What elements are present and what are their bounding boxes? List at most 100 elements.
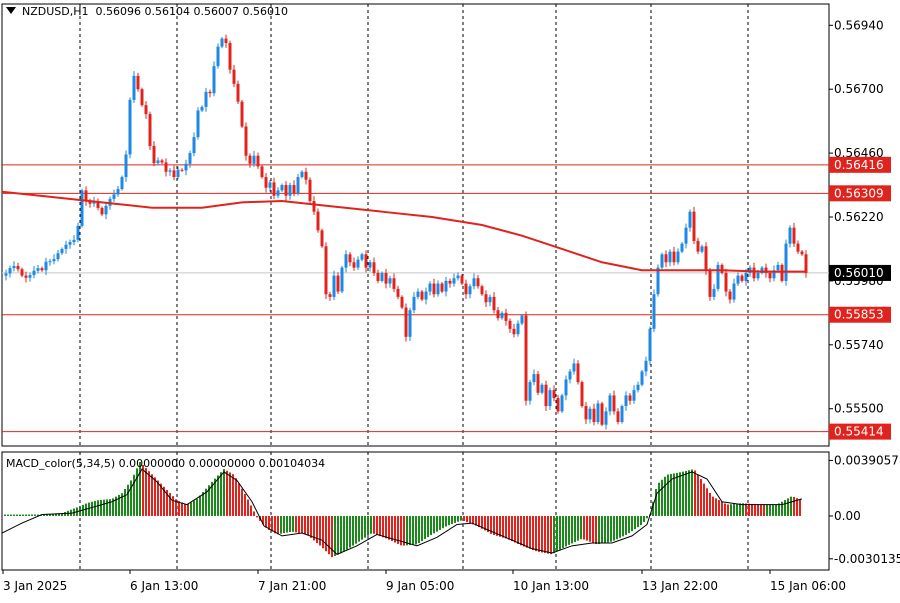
macd-bar [385, 515, 387, 539]
macd-bar [382, 515, 384, 538]
candle-body [508, 320, 512, 329]
macd-bar [280, 515, 282, 534]
macd-axis-label: 0.00 [834, 509, 861, 523]
candle-body [48, 261, 52, 263]
candle-body [480, 286, 484, 295]
candle-body [468, 286, 472, 295]
candle-body [588, 408, 592, 420]
candle-body [540, 384, 544, 393]
macd-bar [430, 515, 432, 536]
macd-bar [118, 494, 120, 516]
macd-bar [373, 515, 375, 534]
macd-bar [715, 498, 717, 516]
candle-body [632, 390, 636, 401]
macd-bar [604, 515, 606, 543]
macd-bar [607, 515, 609, 543]
candle-body [756, 272, 760, 279]
candle-body [568, 371, 572, 380]
time-axis-label: 7 Jan 21:00 [258, 579, 326, 593]
macd-bar [535, 515, 537, 552]
macd-bar [436, 515, 438, 532]
macd-bar [442, 515, 444, 529]
macd-bar [247, 499, 249, 516]
macd-bar [277, 515, 279, 535]
candle-body [144, 105, 148, 115]
macd-bar [340, 515, 342, 554]
macd-bar [58, 513, 60, 516]
candle-body [124, 154, 128, 178]
candle-body [180, 169, 184, 171]
candle-body [520, 315, 524, 324]
macd-bar [415, 515, 417, 545]
macd-bar [202, 492, 204, 516]
candle-body [760, 267, 764, 273]
macd-bar [538, 515, 540, 552]
macd-bar [409, 515, 411, 546]
macd-bar [343, 515, 345, 552]
candle-body [296, 177, 300, 194]
macd-bar [328, 515, 330, 555]
candle-body [576, 363, 580, 383]
macd-bar [652, 501, 654, 516]
macd-bar [559, 515, 561, 550]
macd-bar [595, 515, 597, 545]
level-price-box [829, 423, 891, 440]
macd-bar [175, 499, 177, 516]
macd-bar [766, 504, 768, 516]
macd-bar [544, 515, 546, 554]
candle-body [168, 170, 172, 172]
macd-bar [127, 484, 129, 516]
candle-body [192, 137, 196, 154]
macd-bar [583, 515, 585, 540]
candle-body [348, 254, 352, 263]
candle-body [224, 38, 228, 44]
candle-body [696, 240, 700, 252]
candle-body [120, 177, 124, 190]
macd-bar [214, 478, 216, 516]
macd-bar [205, 488, 207, 516]
macd-bar [763, 504, 765, 516]
macd-bar [778, 503, 780, 516]
candle-body [524, 315, 528, 401]
macd-bar [418, 515, 420, 544]
macd-bar [484, 515, 486, 531]
macd-bar [625, 515, 627, 535]
macd-bar [529, 515, 531, 549]
macd-bar [283, 515, 285, 534]
macd-bar [358, 515, 360, 542]
macd-bar [310, 515, 312, 538]
collapse-triangle-icon[interactable] [6, 7, 16, 14]
candle-body [712, 288, 716, 297]
macd-bar [130, 480, 132, 516]
macd-bar [799, 499, 801, 516]
macd-bar [703, 483, 705, 516]
macd-bar [355, 515, 357, 544]
macd-bar [103, 499, 105, 516]
macd-bar [274, 515, 276, 534]
macd-bar [730, 504, 732, 516]
candle-body [500, 312, 504, 319]
candle-body [780, 264, 784, 281]
macd-bar [709, 492, 711, 516]
macd-bar [574, 515, 576, 543]
macd-bar [88, 502, 90, 516]
macd-bar [394, 515, 396, 543]
macd-bar [271, 515, 273, 532]
symbol-label: NZDUSD,H1 [22, 5, 89, 18]
macd-bar [523, 515, 525, 547]
time-axis-label: 6 Jan 13:00 [130, 579, 198, 593]
macd-bar [598, 515, 600, 545]
candle-body [432, 283, 436, 295]
candle-body [244, 126, 248, 156]
candle-body [264, 177, 268, 188]
macd-bar [586, 515, 588, 541]
macd-bar [670, 473, 672, 516]
candle-body [436, 283, 440, 295]
macd-bar [667, 474, 669, 516]
candle-body [356, 259, 360, 268]
candle-body [700, 246, 704, 252]
candle-body [640, 371, 644, 385]
macd-bar [628, 515, 630, 534]
